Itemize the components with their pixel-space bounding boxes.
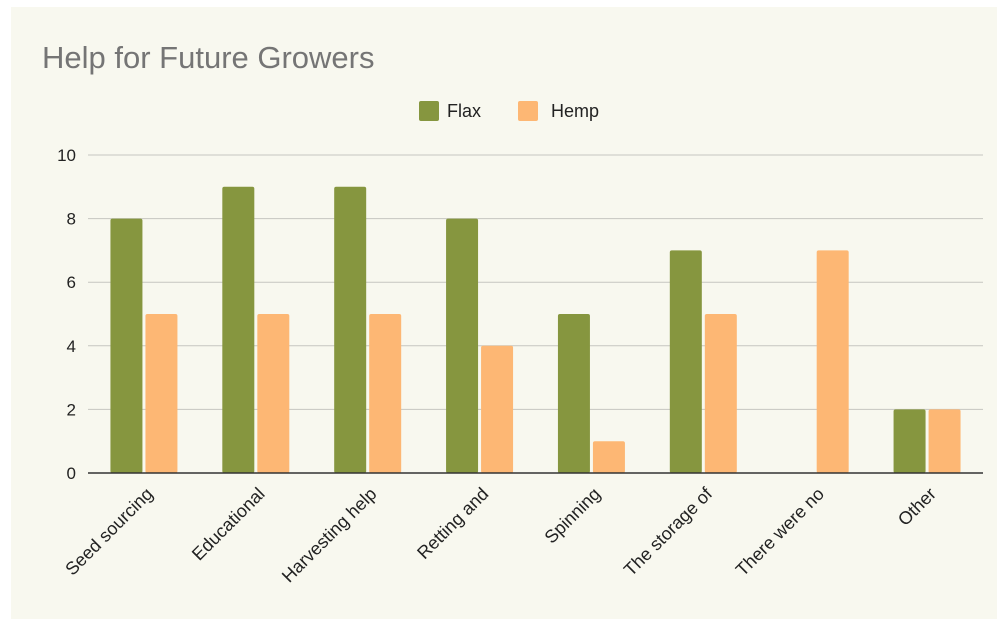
legend-swatch-hemp (518, 101, 538, 121)
bar-flax-5 (669, 250, 702, 473)
x-tick-label: Retting and (413, 484, 492, 563)
x-tick-label: Other (894, 484, 940, 530)
legend-swatch-flax (419, 101, 439, 121)
legend-label-hemp: Hemp (551, 101, 599, 121)
gridlines (88, 154, 983, 410)
bar-hemp-4 (592, 441, 625, 473)
x-tick-label: There were no (732, 484, 828, 580)
bar-flax-2 (334, 186, 367, 474)
bar-hemp-1 (257, 314, 290, 473)
bar-flax-4 (557, 314, 590, 473)
bar-hemp-5 (704, 314, 737, 473)
bar-hemp-2 (369, 314, 402, 473)
x-tick-label: The storage of (620, 483, 717, 580)
y-tick-label: 2 (67, 400, 76, 419)
y-tick-label: 4 (67, 337, 76, 356)
y-tick-label: 8 (67, 210, 76, 229)
bar-flax-7 (893, 409, 926, 473)
bar-hemp-7 (928, 409, 961, 473)
bar-hemp-3 (481, 345, 514, 473)
chart-title: Help for Future Growers (42, 40, 375, 75)
bar-hemp-6 (816, 250, 849, 473)
legend: Flax Hemp (419, 101, 599, 121)
x-tick-label: Spinning (541, 484, 605, 548)
legend-label-flax: Flax (447, 101, 481, 121)
x-tick-label: Harvesting help (278, 484, 381, 587)
y-tick-label: 0 (67, 464, 76, 483)
y-tick-label: 10 (57, 146, 76, 165)
x-tick-label: Educational (188, 484, 269, 565)
bar-flax-1 (222, 186, 255, 474)
bar-hemp-0 (145, 314, 178, 473)
x-tick-label: Seed sourcing (61, 484, 157, 580)
bar-flax-0 (110, 218, 143, 473)
y-tick-label: 6 (67, 273, 76, 292)
bars (110, 186, 961, 474)
bar-flax-3 (446, 218, 479, 473)
